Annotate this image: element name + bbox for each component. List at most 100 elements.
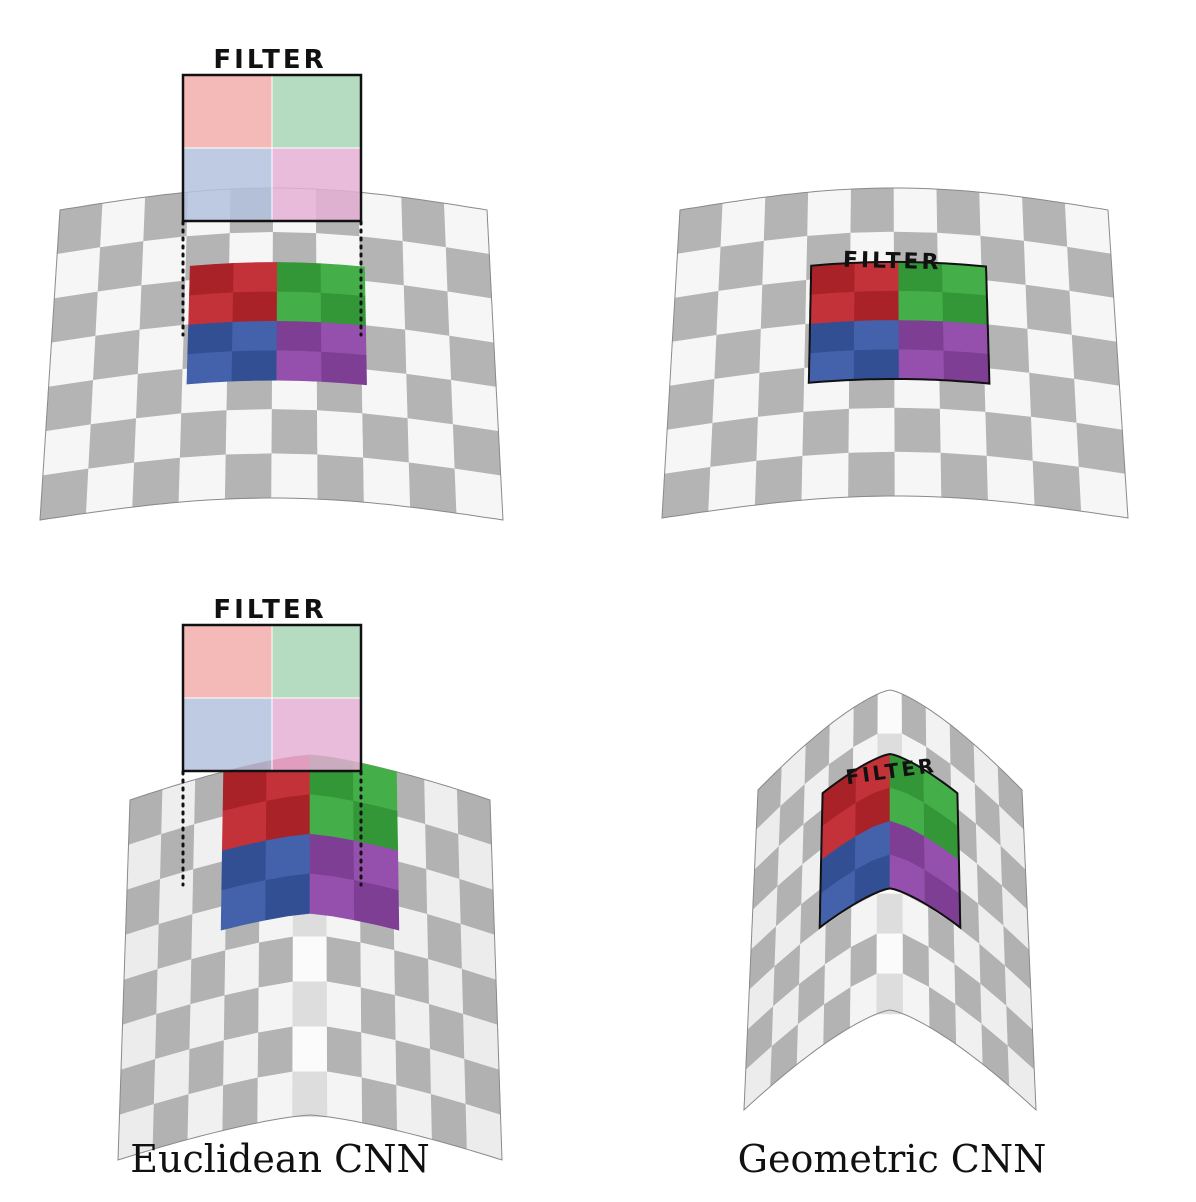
patch-cell-purple-geometric-flat <box>898 349 945 381</box>
patch-cell-blue-euclidean-curved <box>265 833 311 881</box>
filter-quadrant-green-euclidean-curved <box>272 625 361 698</box>
patch-cell-green-geometric-flat <box>941 262 988 297</box>
patch-cell-green-euclidean-flat <box>320 292 366 327</box>
patch-cell-purple-geometric-flat <box>943 350 990 384</box>
checker-cell <box>326 1071 363 1124</box>
filter-quadrant-green-euclidean-flat <box>272 75 361 148</box>
patch-cell-blue-euclidean-flat <box>186 351 233 385</box>
checker-cell <box>677 202 724 255</box>
checker-cell <box>802 408 850 457</box>
checker-cell <box>876 933 904 975</box>
caption-euclidean-cnn: Euclidean CNN <box>130 1137 429 1181</box>
filter-label-euclidean-curved: FILTER <box>213 595 326 625</box>
checker-cell <box>454 468 504 521</box>
checker-cell <box>141 236 188 286</box>
checker-cell <box>326 936 362 989</box>
patch-cell-purple-geometric-flat <box>898 320 945 352</box>
filter-quadrant-purple-euclidean-flat <box>272 148 361 221</box>
checker-cell <box>979 191 1025 242</box>
checker-cell <box>1030 416 1080 468</box>
checker-cell <box>394 950 430 1005</box>
patch-cell-blue-euclidean-curved <box>265 873 311 921</box>
patch-cell-green-euclidean-flat <box>320 263 366 297</box>
checker-cell <box>720 196 766 248</box>
checker-cell <box>762 235 808 286</box>
checker-cell <box>848 451 896 498</box>
checker-cell <box>90 373 139 425</box>
checker-cell <box>359 236 405 286</box>
checker-cell <box>132 457 181 508</box>
checker-cell <box>316 410 364 459</box>
patch-cell-red-euclidean-flat <box>189 262 235 297</box>
checker-cell <box>1076 422 1126 475</box>
patch-cell-blue-geometric-flat <box>853 349 900 381</box>
checker-cell <box>42 424 92 477</box>
checker-cell <box>1025 284 1073 336</box>
checker-cell <box>894 407 942 454</box>
checker-cell <box>361 1032 397 1086</box>
checker-cell <box>759 323 806 374</box>
checker-cell <box>292 1026 328 1073</box>
checker-cell <box>893 187 938 234</box>
checker-cell <box>671 290 720 343</box>
checker-cell <box>394 995 431 1050</box>
patch-cell-purple-euclidean-flat <box>276 350 323 382</box>
checker-cell <box>137 324 185 375</box>
checker-cell <box>848 407 896 454</box>
checker-cell <box>88 418 137 470</box>
patch-cell-blue-geometric-flat <box>808 350 855 384</box>
patch-cell-purple-geometric-flat <box>942 321 989 355</box>
filter-quadrant-blue-euclidean-flat <box>183 148 272 221</box>
checker-cell <box>940 452 989 501</box>
checker-cell <box>360 987 397 1041</box>
checker-cell <box>363 457 411 508</box>
checker-cell <box>1074 378 1123 431</box>
patch-cell-red-euclidean-flat <box>188 292 234 326</box>
checker-cell <box>393 905 429 960</box>
checker-cell <box>143 191 189 242</box>
panel-euclidean-curved <box>117 623 503 1161</box>
checker-cell <box>358 191 404 242</box>
patch-cell-blue-euclidean-flat <box>231 320 278 352</box>
checker-cell <box>51 291 99 344</box>
patch-cell-green-euclidean-flat <box>276 262 322 294</box>
checker-cell <box>984 367 1032 418</box>
checker-cell <box>224 453 273 500</box>
patch-cell-blue-euclidean-flat <box>187 321 234 355</box>
checker-cell <box>939 408 988 457</box>
checker-cell <box>760 279 807 330</box>
patch-cell-green-geometric-flat <box>898 290 944 323</box>
checker-cell <box>877 693 903 735</box>
patch-cell-purple-euclidean-flat <box>321 351 367 386</box>
checker-cell <box>754 455 804 506</box>
panel-euclidean-flat <box>39 73 504 521</box>
checker-cell <box>361 1077 398 1131</box>
checker-cell <box>97 241 144 293</box>
checker-cell <box>981 279 1029 330</box>
checker-cell <box>100 196 146 248</box>
filter-box-euclidean-curved <box>181 623 363 773</box>
checker-cell <box>1071 334 1120 387</box>
sheet-outline-geometric-flat <box>661 187 1129 519</box>
checker-cell <box>445 247 492 299</box>
checker-cell <box>326 1026 363 1079</box>
checker-cell <box>271 409 318 456</box>
checker-cell <box>189 995 226 1050</box>
patch-cell-green-geometric-flat <box>942 292 989 326</box>
checker-cell <box>1064 202 1112 255</box>
checker-cell <box>408 462 458 514</box>
checker-cell <box>326 981 362 1034</box>
checker-cell <box>664 422 714 475</box>
patch-cell-red-euclidean-flat <box>232 291 278 323</box>
patch-cell-green-euclidean-flat <box>276 291 322 323</box>
checker-cell <box>225 409 273 456</box>
checker-cell <box>661 466 711 519</box>
checker-cell <box>402 241 449 293</box>
checker-cell <box>222 1077 259 1131</box>
checker-cell <box>271 453 319 500</box>
checker-cell <box>362 413 410 464</box>
checker-cell <box>317 454 365 503</box>
checker-cell <box>48 335 97 388</box>
checker-cell <box>403 285 450 337</box>
